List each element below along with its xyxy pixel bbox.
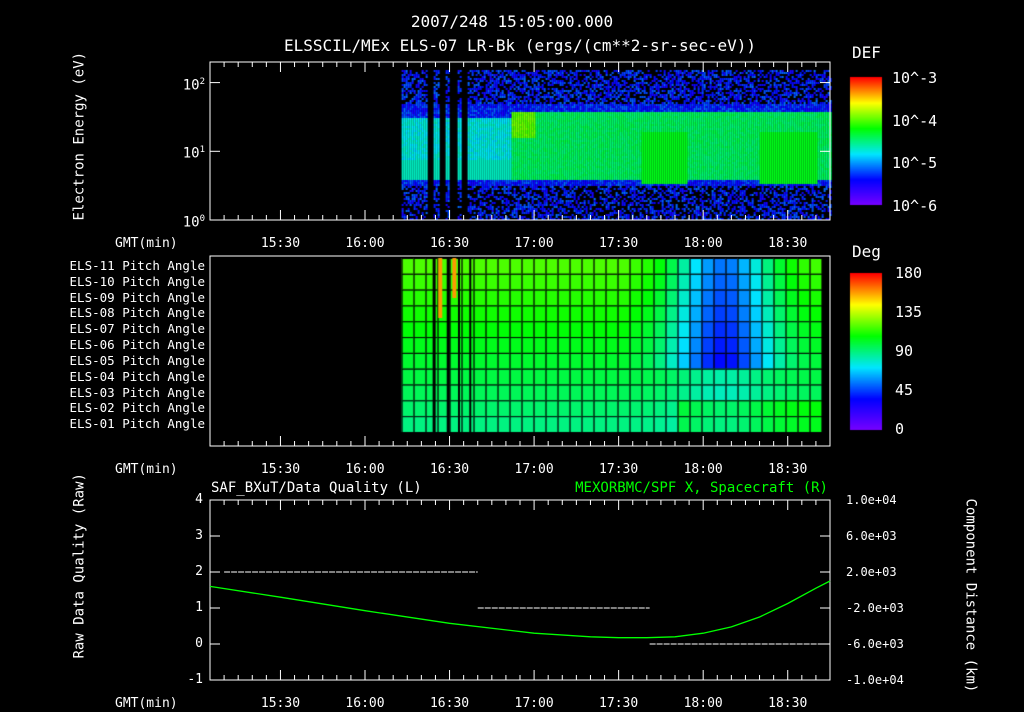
timestamp: 2007/248 15:05:00.000	[410, 12, 614, 31]
colorbar1-tick: 10^-6	[892, 197, 938, 216]
time-tick-label: 16:30	[429, 462, 470, 477]
left-tick-label: -1	[187, 672, 203, 687]
time-tick-label: 18:30	[768, 236, 808, 251]
pitch-row-label: ELS-04 Pitch Angle	[69, 368, 205, 384]
panel3-ylabel-right: Component Distance (km)	[962, 498, 979, 693]
time-tick-label: 17:30	[599, 696, 639, 711]
right-tick-label: 6.0e+03	[846, 529, 897, 543]
time-tick-label: 16:00	[345, 462, 385, 477]
colorbar2-tick: 180	[895, 264, 923, 282]
time-tick-label: 17:00	[514, 462, 554, 477]
time-axis-label: GMT(min)	[115, 696, 178, 711]
time-tick-label: 18:30	[768, 462, 808, 477]
colorbar2-tick: 45	[895, 381, 914, 399]
time-tick-label: 18:00	[683, 696, 723, 711]
right-tick-label: -6.0e+03	[846, 637, 904, 651]
pitch-row-label: ELS-09 Pitch Angle	[69, 289, 205, 305]
time-tick-label: 15:30	[260, 696, 301, 711]
panel3-right-title: MEXORBMC/SPF X, Spacecraft (R)	[575, 480, 828, 496]
pitch-row-label: ELS-07 Pitch Angle	[69, 321, 205, 337]
time-tick-label: 15:30	[260, 462, 301, 477]
pitch-row-label: ELS-02 Pitch Angle	[69, 400, 205, 416]
y-tick-label: 100	[182, 214, 205, 231]
colorbar1-tick: 10^-3	[892, 69, 938, 87]
panel1-ylabel: Electron Energy (eV)	[71, 51, 88, 221]
time-tick-label: 17:30	[599, 462, 639, 477]
time-tick-label: 16:30	[429, 696, 470, 711]
time-tick-label: 18:00	[683, 236, 723, 251]
pitch-row-label: ELS-06 Pitch Angle	[69, 337, 205, 353]
panel2-frame	[209, 255, 831, 447]
panel1-title: ELSSCIL/MEx ELS-07 LR-Bk (ergs/(cm**2-sr…	[283, 36, 757, 55]
panel3-frame	[209, 499, 831, 681]
time-tick-label: 18:30	[768, 696, 808, 711]
time-tick-label: 17:00	[514, 236, 554, 251]
colorbar2-tick: 135	[895, 303, 923, 321]
panel3-left-title: SAF_BXuT/Data Quality (L)	[211, 480, 422, 496]
left-tick-label: 1	[195, 600, 203, 615]
right-tick-label: 1.0e+04	[846, 493, 897, 507]
colorbar2-label: Deg	[852, 242, 881, 261]
right-tick-label: 2.0e+03	[846, 565, 897, 579]
pitch-row-label: ELS-08 Pitch Angle	[69, 305, 205, 321]
panel3-ylabel-left: Raw Data Quality (Raw)	[71, 473, 88, 659]
pitch-row-label: ELS-03 Pitch Angle	[69, 384, 205, 400]
time-tick-label: 16:00	[345, 696, 385, 711]
colorbar1-label: DEF	[852, 43, 881, 62]
colorbar2-tick: 90	[895, 342, 914, 360]
colorbar1-tick: 10^-5	[892, 154, 938, 173]
panel1-frame	[209, 61, 831, 221]
spf-x-line	[209, 580, 831, 639]
time-tick-label: 17:00	[514, 696, 554, 711]
right-tick-label: -2.0e+03	[846, 601, 904, 615]
right-tick-label: -1.0e+04	[846, 673, 904, 687]
time-axis-label: GMT(min)	[115, 462, 178, 477]
time-tick-label: 15:30	[260, 236, 301, 251]
left-tick-label: 4	[195, 492, 203, 507]
time-axis-label: GMT(min)	[115, 236, 178, 251]
y-tick-label: 101	[182, 145, 205, 162]
pitch-row-label: ELS-10 Pitch Angle	[69, 273, 205, 289]
time-tick-label: 16:30	[429, 236, 470, 251]
time-tick-label: 18:00	[683, 462, 723, 477]
time-tick-label: 16:00	[345, 236, 385, 251]
y-tick-label: 102	[182, 76, 205, 94]
left-tick-label: 3	[195, 528, 203, 543]
left-tick-label: 0	[195, 636, 203, 651]
colorbar1-tick: 10^-4	[892, 111, 938, 130]
pitch-row-label: ELS-01 Pitch Angle	[69, 416, 205, 432]
time-tick-label: 17:30	[599, 236, 639, 251]
pitch-row-label: ELS-11 Pitch Angle	[69, 258, 205, 273]
colorbar2-tick: 0	[895, 420, 905, 438]
left-tick-label: 2	[195, 564, 203, 579]
pitch-row-label: ELS-05 Pitch Angle	[69, 352, 205, 368]
